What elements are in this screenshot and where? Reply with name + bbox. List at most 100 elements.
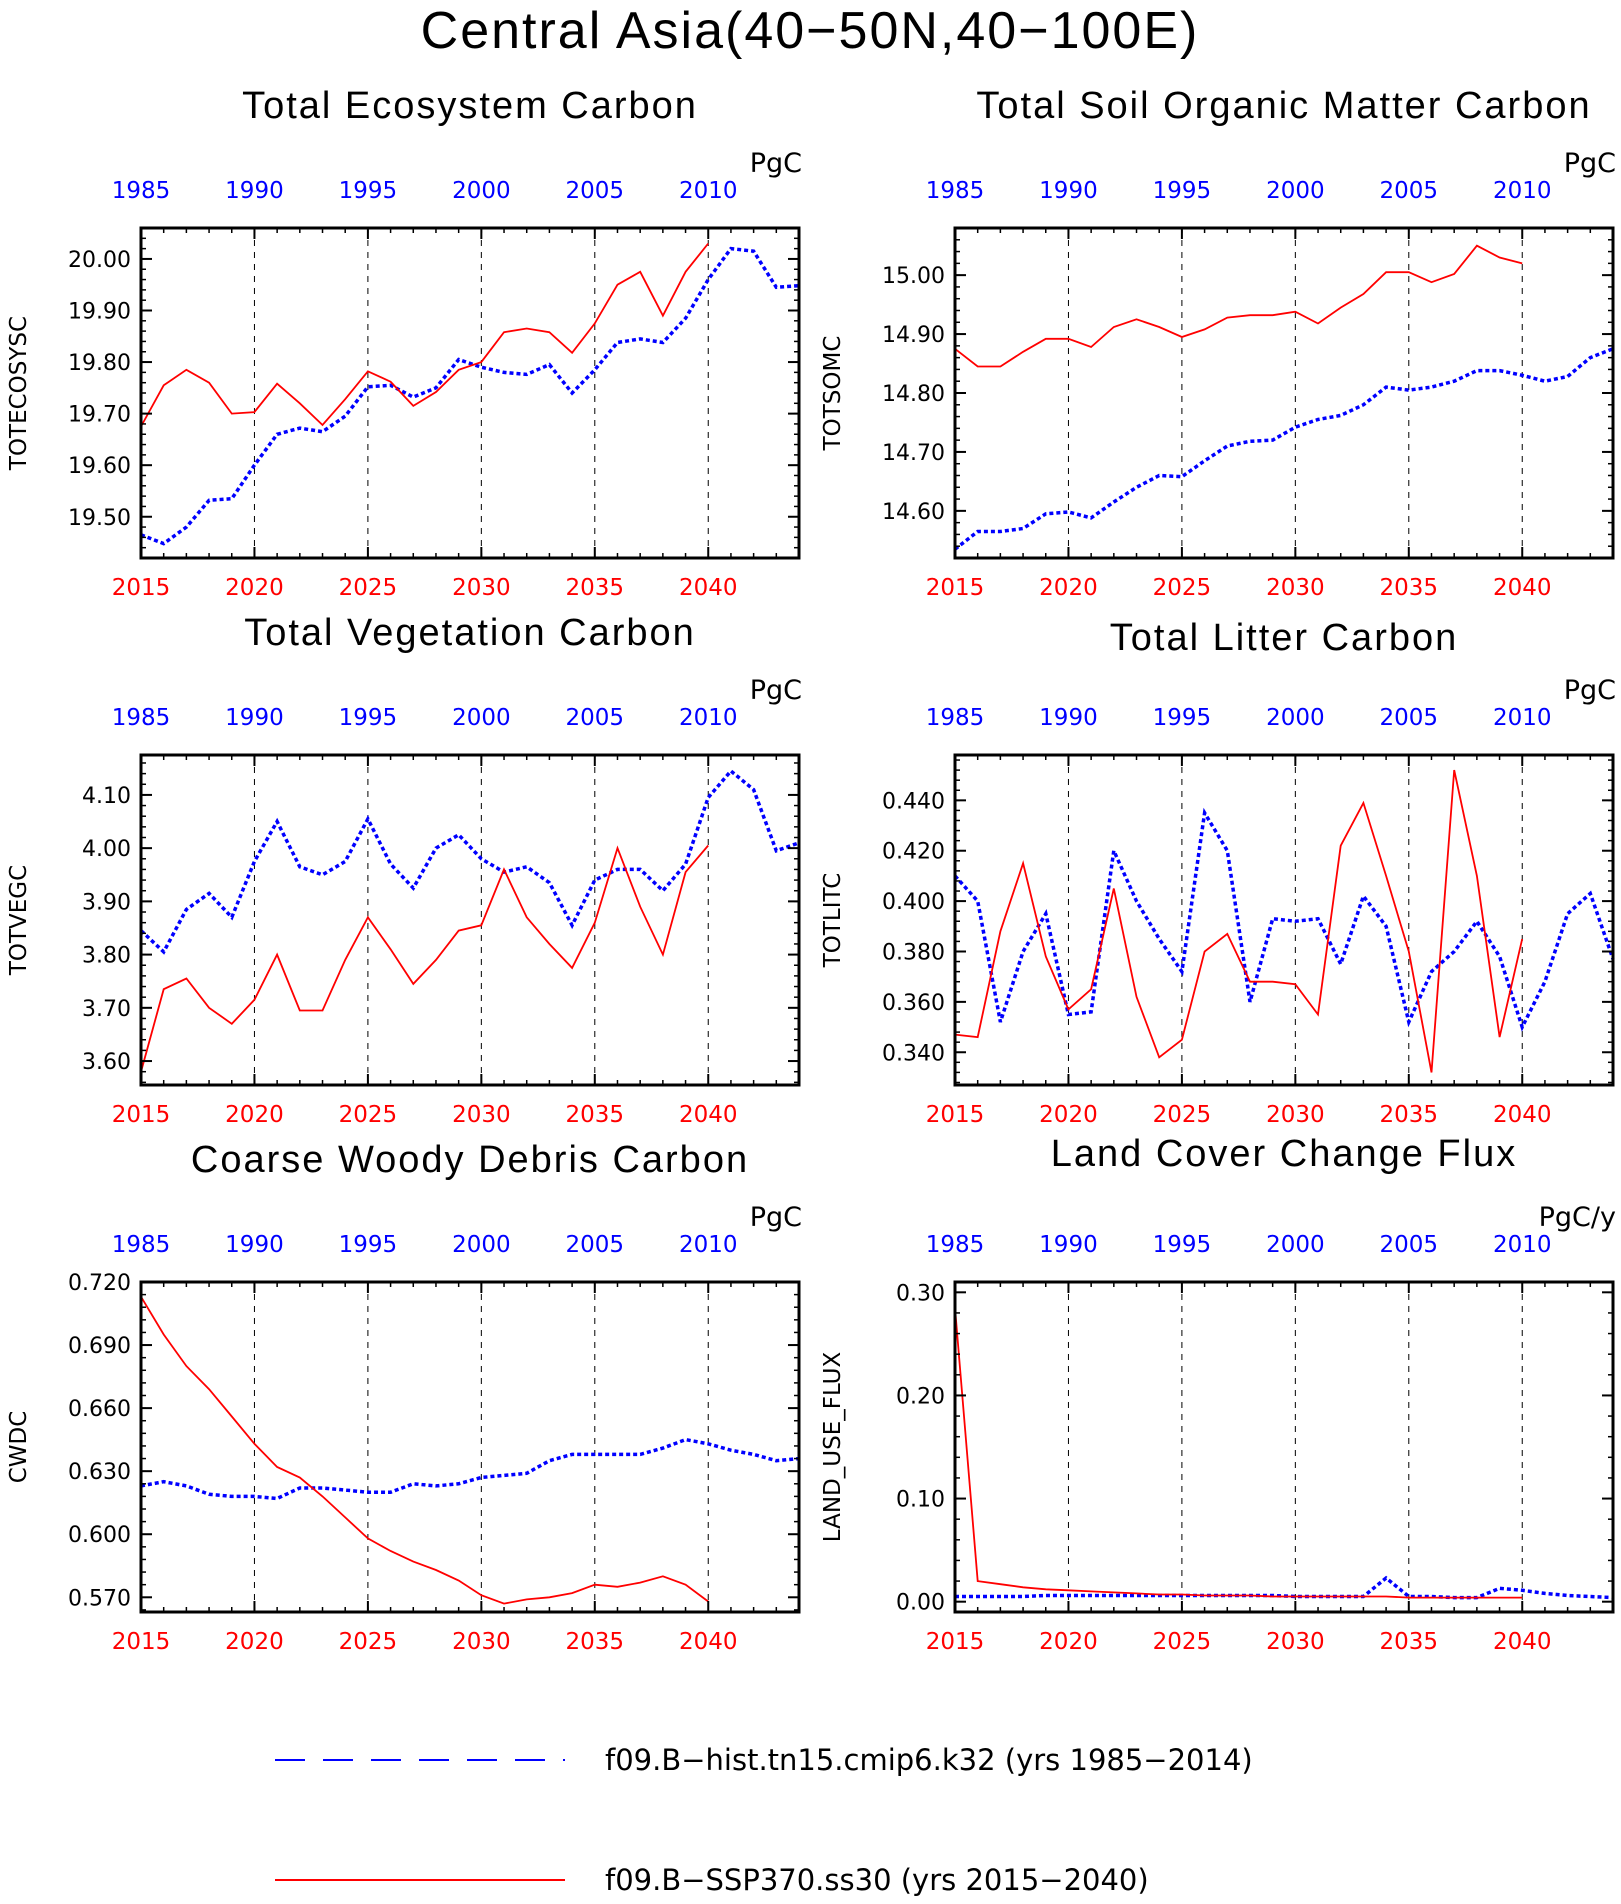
y-tick-label: 0.630 [68,1460,131,1485]
y-tick-label: 0.570 [68,1586,131,1611]
series-ssp-line [140,1296,709,1605]
unit-label: PgC [750,148,802,179]
x-tick-label-bottom: 2020 [1039,575,1098,601]
x-tick-label-top: 2000 [1266,178,1325,204]
y-axis-label: CWDC [6,1411,32,1484]
x-tick-label-bottom: 2020 [1039,1102,1098,1128]
y-tick-label: 19.60 [68,454,131,479]
x-tick-label-top: 2000 [1266,1232,1325,1258]
x-tick-label-bottom: 2040 [1493,1102,1552,1128]
unit-label: PgC [1564,675,1616,706]
x-tick-label-top: 1995 [1153,178,1212,204]
x-tick-label-top: 2010 [1493,1232,1552,1258]
x-tick-label-top: 1990 [1039,1232,1098,1258]
chart-panel: Coarse Woody Debris Carbon 2015 2020 2025 20… [6,1139,802,1655]
x-tick-label-bottom: 2035 [1380,1629,1439,1655]
x-tick-label-top: 1990 [225,705,284,731]
chart-panel: Land Cover Change Flux 2015 2020 2025 2030 20… [820,1133,1616,1655]
x-tick-label-bottom: 2035 [566,575,625,601]
chart-panels: Total Ecosystem Carbon 2015 2020 2025 2030 20… [6,85,1616,1655]
x-tick-label-top: 2000 [1266,705,1325,731]
x-tick-label-bottom: 2035 [1380,1102,1439,1128]
y-tick-label: 0.10 [896,1488,945,1513]
series-ssp-line [954,769,1524,1073]
y-tick-label: 4.00 [82,837,131,862]
unit-label: PgC/y [1539,1202,1616,1233]
plot-frame [139,226,801,560]
x-tick-label-top: 1990 [225,178,284,204]
y-tick-label: 0.400 [882,890,945,915]
figure-title: Central Asia(40−50N,40−100E) [421,2,1200,60]
x-tick-label-top: 1985 [112,1232,171,1258]
x-tick-label-top: 1985 [926,1232,985,1258]
x-tick-label-bottom: 2020 [225,1102,284,1128]
y-tick-label: 0.20 [896,1384,945,1409]
x-tick-label-bottom: 2035 [1380,575,1439,601]
y-axis-label: TOTLITC [820,873,846,969]
x-tick-label-bottom: 2015 [926,575,985,601]
x-tick-label-top: 2005 [566,1232,625,1258]
chart-panel: Total Soil Organic Matter Carbon 2015 2020… [820,85,1616,601]
chart-title: Total Vegetation Carbon [244,612,696,654]
legend-hist-label: f09.B−hist.tn15.cmip6.k32 (yrs 1985−2014… [605,1743,1253,1777]
x-tick-label-bottom: 2040 [679,1629,738,1655]
y-tick-label: 14.90 [882,323,945,348]
y-axis-label: TOTVEGC [6,865,32,976]
y-tick-label: 0.380 [882,940,945,965]
x-tick-label-top: 1995 [339,1232,398,1258]
series-hist-line [953,347,1614,551]
x-tick-label-top: 2005 [566,178,625,204]
x-tick-label-bottom: 2025 [1153,1629,1212,1655]
x-tick-label-top: 2010 [1493,705,1552,731]
x-tick-label-top: 2010 [679,178,738,204]
x-tick-label-bottom: 2015 [112,1629,171,1655]
x-tick-label-bottom: 2040 [1493,575,1552,601]
x-tick-label-bottom: 2030 [1266,1102,1325,1128]
y-tick-label: 0.660 [68,1397,131,1422]
y-axis-label: TOTECOSYSC [6,316,32,471]
x-tick-label-bottom: 2030 [452,1102,511,1128]
x-tick-label-bottom: 2015 [112,575,171,601]
x-tick-label-bottom: 2020 [225,575,284,601]
chart-title: Total Ecosystem Carbon [242,85,698,127]
x-tick-label-top: 2010 [679,1232,738,1258]
x-tick-label-top: 1985 [112,178,171,204]
series-ssp-line [140,242,709,427]
x-tick-label-bottom: 2020 [1039,1629,1098,1655]
x-tick-label-bottom: 2025 [339,575,398,601]
y-tick-label: 14.60 [882,500,945,525]
series-ssp-line [140,844,709,1072]
y-axis-label: TOTSOMC [820,336,846,452]
y-tick-label: 3.70 [82,997,131,1022]
x-tick-label-top: 2010 [1493,178,1552,204]
chart-title: Coarse Woody Debris Carbon [191,1139,749,1181]
x-tick-label-bottom: 2030 [452,575,511,601]
x-tick-label-top: 2005 [1380,705,1439,731]
y-tick-label: 20.00 [68,248,131,273]
y-tick-label: 19.70 [68,403,131,428]
x-tick-label-bottom: 2035 [566,1629,625,1655]
x-tick-label-bottom: 2030 [1266,575,1325,601]
chart-panel: Total Ecosystem Carbon 2015 2020 2025 2030 20… [6,85,802,601]
y-tick-label: 0.30 [896,1281,945,1306]
y-tick-label: 0.600 [68,1523,131,1548]
y-tick-label: 14.80 [882,382,945,407]
series-ssp-line [954,1307,1523,1599]
chart-panel: Total Vegetation Carbon 2015 2020 2025 2030 2… [6,612,802,1128]
y-axis-label: LAND_USE_FLUX [820,1352,846,1543]
legend-ssp-label: f09.B−SSP370.ss30 (yrs 2015−2040) [605,1863,1149,1897]
y-tick-label: 4.10 [82,784,131,809]
y-tick-label: 0.340 [882,1041,945,1066]
y-tick-label: 15.00 [882,264,945,289]
chart-panel: Total Litter Carbon 2015 2020 2025 2030 2035 2… [820,617,1616,1128]
x-tick-label-top: 2000 [452,178,511,204]
y-tick-label: 3.80 [82,944,131,969]
y-tick-label: 19.80 [68,351,131,376]
chart-title: Land Cover Change Flux [1051,1133,1517,1175]
y-tick-label: 0.440 [882,789,945,814]
y-tick-label: 19.90 [68,300,131,325]
y-tick-label: 0.690 [68,1334,131,1359]
x-tick-label-top: 2005 [1380,178,1439,204]
y-tick-label: 3.60 [82,1050,131,1075]
chart-title: Total Soil Organic Matter Carbon [976,85,1591,127]
